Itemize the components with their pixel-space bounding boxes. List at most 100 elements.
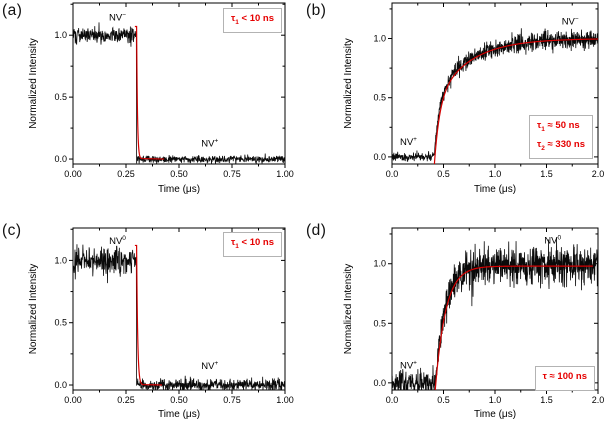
tau-subscript: 1 (235, 242, 239, 250)
svg-text:2.0: 2.0 (592, 395, 605, 405)
exponential-fit-line (134, 25, 165, 160)
panel-d: (d) 0.0 0.5 1.0 1.5 2.0 0.0 0.5 1.0 Time (μs) Nor… (304, 214, 608, 427)
svg-text:1.0: 1.0 (54, 255, 67, 265)
tau-symbol: τ (537, 120, 542, 131)
panel-b: (b) 0.0 0.5 1.0 1.5 2.0 0.0 0.5 1.0 Time (μs) Nor… (304, 0, 608, 213)
svg-text:1.00: 1.00 (276, 395, 294, 405)
pl-trace (392, 28, 598, 162)
y-axis-label: Normalized Intensity (343, 264, 354, 355)
state-label-NV+: NV+ (201, 138, 218, 150)
svg-text:0.5: 0.5 (373, 93, 386, 103)
panel-letter-b: (b) (306, 2, 327, 19)
exponential-fit-line (134, 244, 163, 386)
tau-line: τ1 ≈ 50 ns (537, 118, 585, 137)
plot-area (392, 237, 598, 390)
state-label-NV+: NV+ (400, 360, 417, 372)
plot-area (73, 244, 285, 390)
x-axis-label: Time (μs) (158, 184, 200, 195)
plot-a: 0.00 0.25 0.50 0.75 1.00 0.0 0.5 1.0 Time (μs) No… (28, 2, 294, 195)
tick-labels: 0.00 0.25 0.50 0.75 1.00 0.0 0.5 1.0 (54, 30, 293, 179)
plot-area (73, 22, 285, 164)
svg-text:1.00: 1.00 (276, 169, 294, 179)
fit-time-annotation-a: τ1 < 10 ns (223, 8, 282, 33)
svg-text:0.0: 0.0 (54, 380, 67, 390)
svg-text:1.0: 1.0 (489, 395, 502, 405)
tau-line: τ2 ≈ 330 ns (537, 137, 585, 156)
tau-subscript: 1 (235, 18, 239, 26)
tau-line: τ1 < 10 ns (231, 235, 274, 254)
svg-text:0.75: 0.75 (223, 169, 241, 179)
tick-labels: 0.00 0.25 0.50 0.75 1.00 0.0 0.5 1.0 (54, 255, 293, 405)
panel-c: (c) 0.00 0.25 0.50 0.75 1.00 0.0 0.5 1.0 Time (μ… (0, 214, 304, 427)
svg-text:0.75: 0.75 (223, 395, 241, 405)
panel-a: (a) 0.00 0.25 0.50 0.75 1.00 0.0 0.5 1.0 Time (μ… (0, 0, 304, 213)
state-label-NV+: NV+ (400, 136, 417, 148)
svg-text:0.0: 0.0 (373, 152, 386, 162)
pl-trace (392, 237, 598, 390)
svg-text:0.5: 0.5 (437, 169, 450, 179)
panel-letter-c: (c) (2, 222, 22, 239)
tau-subscript: 2 (541, 144, 545, 152)
state-label-NV−: NV− (562, 15, 579, 27)
svg-text:1.0: 1.0 (54, 30, 67, 40)
tick-labels: 0.0 0.5 1.0 1.5 2.0 0.0 0.5 1.0 (373, 259, 604, 405)
svg-text:0.50: 0.50 (170, 169, 188, 179)
tau-symbol: τ (537, 138, 542, 150)
tick-labels: 0.0 0.5 1.0 1.5 2.0 0.0 0.5 1.0 (373, 34, 604, 179)
y-axis-label: Normalized Intensity (28, 38, 39, 129)
plot-c: 0.00 0.25 0.50 0.75 1.00 0.0 0.5 1.0 Time (μs) No… (28, 227, 294, 420)
svg-text:2.0: 2.0 (592, 169, 605, 179)
state-label-NV−: NV− (109, 11, 126, 23)
exponential-fit-line (433, 38, 598, 164)
state-label-NV0: NV0 (109, 235, 126, 247)
state-label-NV+: NV+ (201, 360, 218, 372)
svg-text:0.5: 0.5 (437, 395, 450, 405)
axis-ticks (388, 3, 599, 168)
tau-value: < 10 ns (238, 237, 275, 248)
fit-time-annotation-c: τ1 < 10 ns (223, 232, 282, 257)
exponential-fit-line (434, 265, 593, 390)
svg-text:0.00: 0.00 (64, 395, 82, 405)
svg-text:0.0: 0.0 (373, 378, 386, 388)
tau-line: τ ≈ 100 ns (543, 369, 587, 388)
tau-symbol: τ (542, 371, 547, 382)
pl-trace (73, 244, 285, 390)
svg-text:0.50: 0.50 (170, 395, 188, 405)
svg-text:0.5: 0.5 (54, 92, 67, 102)
svg-text:1.5: 1.5 (540, 395, 553, 405)
svg-text:1.0: 1.0 (373, 34, 386, 44)
pl-trace (73, 22, 285, 164)
y-axis-label: Normalized Intensity (343, 38, 354, 129)
tau-line: τ1 < 10 ns (231, 11, 274, 30)
svg-text:0.5: 0.5 (373, 318, 386, 328)
panel-letter-a: (a) (2, 2, 23, 19)
fit-time-annotation-d: τ ≈ 100 ns (534, 366, 595, 391)
x-axis-label: Time (μs) (474, 409, 516, 420)
fit-time-annotation-b: τ1 ≈ 50 ns τ2 ≈ 330 ns (529, 115, 593, 159)
svg-text:0.0: 0.0 (386, 395, 399, 405)
tau-value: ≈ 50 ns (544, 120, 580, 131)
plot-d: 0.0 0.5 1.0 1.5 2.0 0.0 0.5 1.0 Time (μs) Normali… (343, 227, 604, 420)
panel-letter-d: (d) (306, 222, 327, 239)
tau-value: ≈ 100 ns (546, 371, 587, 382)
svg-text:0.5: 0.5 (54, 318, 67, 328)
svg-text:0.0: 0.0 (386, 169, 399, 179)
tau-symbol: τ (231, 13, 236, 24)
tau-value: < 10 ns (238, 13, 275, 24)
svg-text:0.25: 0.25 (117, 169, 135, 179)
plot-area (392, 28, 598, 164)
svg-text:1.0: 1.0 (489, 169, 502, 179)
tau-symbol: τ (231, 237, 236, 248)
y-axis-label: Normalized Intensity (28, 264, 39, 355)
svg-text:1.0: 1.0 (373, 259, 386, 269)
tau-value: ≈ 330 ns (544, 138, 585, 150)
svg-text:0.0: 0.0 (54, 154, 67, 164)
svg-text:1.5: 1.5 (540, 169, 553, 179)
x-axis-label: Time (μs) (158, 409, 200, 420)
svg-text:0.00: 0.00 (64, 169, 82, 179)
tau-subscript: 1 (541, 125, 545, 133)
state-label-NV0: NV0 (544, 234, 561, 246)
svg-text:0.25: 0.25 (117, 395, 135, 405)
plot-b: 0.0 0.5 1.0 1.5 2.0 0.0 0.5 1.0 Time (μs) Normali… (343, 2, 604, 195)
